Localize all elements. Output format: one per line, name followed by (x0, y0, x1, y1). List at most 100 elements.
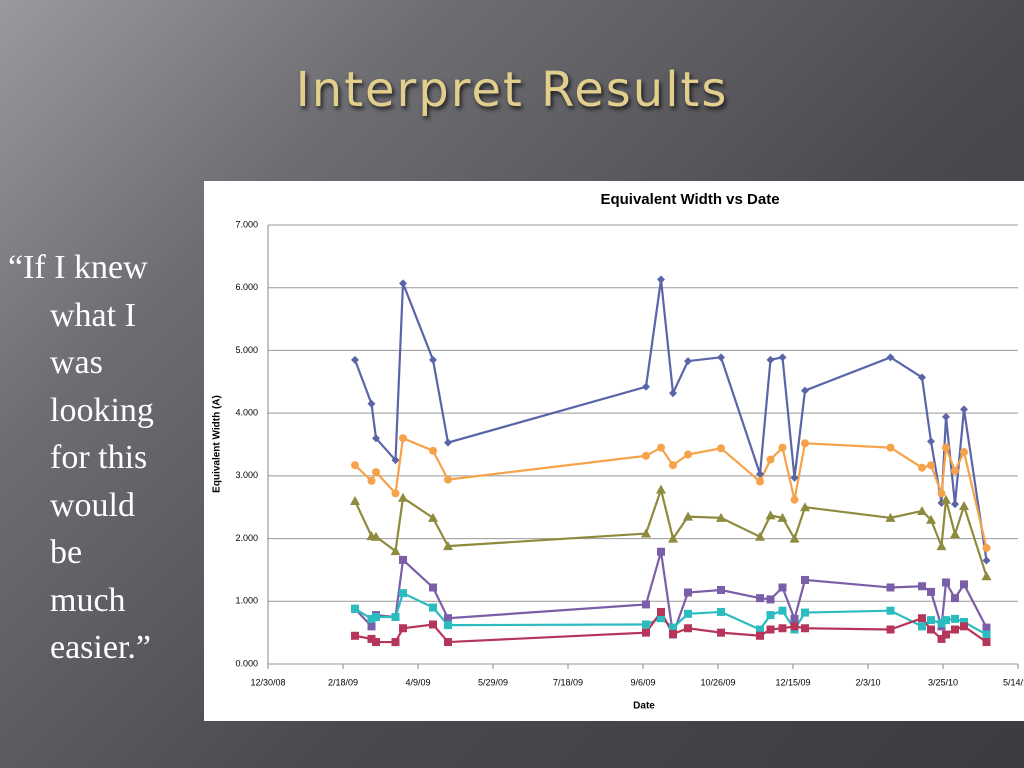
x-tick-label: 2/3/10 (855, 677, 880, 687)
data-point (766, 455, 775, 464)
quote-line: easier.” (50, 629, 151, 666)
data-point (790, 614, 799, 623)
data-point (756, 625, 764, 634)
data-point (801, 439, 809, 448)
chart-title: Equivalent Width vs Date (600, 191, 779, 208)
data-point (391, 489, 400, 498)
data-point (371, 531, 381, 541)
data-point (657, 614, 665, 623)
data-point (790, 622, 799, 631)
y-tick-label: 0.000 (235, 658, 258, 668)
data-point (936, 541, 947, 551)
quote-line: for this (50, 439, 148, 476)
data-point (429, 446, 437, 455)
data-point (960, 622, 968, 631)
data-point (429, 603, 437, 612)
data-point (800, 502, 810, 512)
data-point (351, 355, 359, 364)
data-point (918, 463, 926, 472)
data-point (444, 438, 452, 447)
data-point (657, 275, 665, 284)
data-point (982, 623, 991, 632)
data-point (778, 443, 787, 452)
data-point (684, 357, 692, 366)
data-point (766, 611, 775, 620)
data-point (886, 443, 895, 452)
data-point (669, 461, 677, 470)
data-point (391, 638, 400, 647)
y-tick-label: 2.000 (235, 533, 258, 543)
data-point (399, 589, 407, 598)
quote-line: “If I knew (8, 249, 148, 286)
data-point (367, 399, 376, 408)
data-point (789, 533, 800, 543)
data-point (398, 492, 408, 502)
data-point (950, 529, 960, 539)
data-point (766, 355, 775, 364)
data-point (960, 617, 968, 626)
data-point (982, 543, 991, 552)
x-tick-label: 10/26/09 (700, 677, 735, 687)
data-point (641, 528, 651, 538)
data-point (367, 614, 376, 623)
data-point (444, 621, 452, 630)
data-point (429, 355, 437, 364)
x-tick-label: 12/15/09 (775, 677, 810, 687)
data-point (951, 466, 959, 475)
data-point (350, 495, 360, 505)
data-point (372, 468, 380, 477)
data-point (927, 587, 935, 596)
x-tick-label: 9/6/09 (630, 677, 655, 687)
x-tick-label: 5/14/10 (1003, 677, 1024, 687)
chart: Equivalent Width vs Date Date Equivalent… (204, 181, 1024, 721)
data-point (717, 585, 725, 594)
data-point (429, 583, 437, 592)
y-tick-label: 7.000 (235, 219, 258, 229)
y-tick-label: 5.000 (235, 345, 258, 355)
quote-line: looking (50, 391, 154, 429)
data-point (790, 473, 799, 482)
data-point (657, 443, 665, 452)
data-point (801, 624, 809, 633)
data-point (756, 594, 764, 603)
data-point (351, 461, 359, 470)
data-point (390, 546, 401, 556)
data-point (918, 373, 926, 382)
data-point (886, 353, 895, 362)
data-point (684, 450, 692, 459)
quote-line: was (50, 344, 103, 381)
data-point (391, 612, 400, 621)
quote-line: what I (50, 296, 136, 334)
data-point (444, 614, 452, 623)
quote-line: be (50, 534, 83, 571)
data-point (391, 456, 400, 465)
x-tick-label: 12/30/08 (250, 677, 285, 687)
data-point (756, 469, 764, 478)
data-point (717, 353, 725, 362)
series-line (354, 485, 988, 577)
x-axis-label: Date (633, 701, 655, 712)
data-point (669, 623, 677, 632)
data-point (959, 500, 969, 510)
data-point (982, 638, 991, 647)
y-tick-label: 3.000 (235, 470, 258, 480)
data-point (367, 476, 376, 485)
data-point (927, 437, 935, 446)
quote: “If I knew what I was looking for this would b… (8, 244, 198, 672)
data-point (918, 614, 926, 623)
data-point (801, 608, 809, 617)
quote-line: much (50, 581, 126, 619)
data-point (399, 624, 407, 633)
data-point (790, 495, 799, 504)
data-point (367, 634, 376, 643)
data-point (765, 510, 776, 520)
data-point (367, 622, 376, 631)
data-point (927, 616, 935, 625)
data-point (801, 575, 809, 584)
data-point (755, 531, 765, 541)
data-point (885, 512, 896, 522)
data-point (668, 533, 678, 543)
y-tick-label: 1.000 (235, 596, 258, 606)
data-point (981, 571, 992, 581)
